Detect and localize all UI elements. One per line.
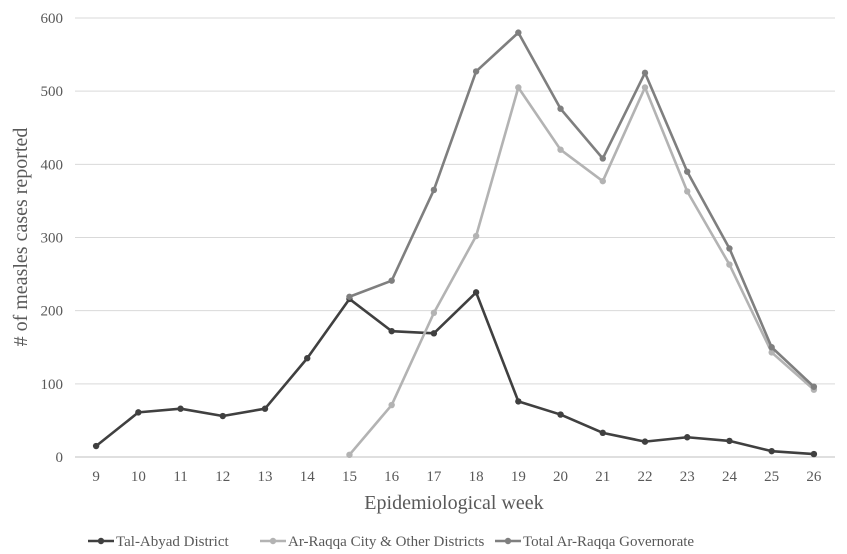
data-point [177,405,184,412]
legend-label: Total Ar-Raqqa Governorate [523,534,694,550]
data-point [472,232,480,240]
data-point [472,68,480,75]
data-point [684,434,691,441]
data-point [472,289,480,296]
x-tick-label: 13 [258,469,273,485]
x-tick-label: 20 [553,469,568,485]
data-point [641,438,649,445]
x-tick-label: 14 [300,469,316,485]
x-tick-label: 16 [384,469,400,485]
data-point [261,405,269,412]
data-point [219,412,226,420]
data-point [515,29,522,36]
data-point [557,146,564,153]
data-point [641,69,649,77]
y-tick-label: 300 [41,231,64,247]
x-tick-label: 10 [131,469,146,485]
x-tick-label: 23 [680,469,695,485]
x-tick-label: 11 [173,469,187,485]
legend-swatch-marker [504,537,512,545]
series-line [95,291,814,456]
data-point [515,398,522,405]
data-point [388,277,395,284]
x-tick-label: 9 [92,469,100,485]
legend-item: Ar-Raqqa City & Other Districts [260,534,484,550]
x-tick-label: 25 [764,469,779,485]
y-axis-ticks: 0 100 200 300 400 500 600 [41,11,64,466]
data-point [346,293,353,300]
data-point [599,429,606,437]
data-point [388,327,395,335]
data-point [557,411,564,418]
data-point [346,451,353,459]
gridlines [75,17,835,385]
data-point [641,84,649,91]
data-point [515,84,522,91]
series-line [348,31,815,388]
x-tick-label: 21 [595,469,610,485]
data-point [726,245,733,252]
data-point [684,168,691,175]
y-tick-label: 200 [41,304,64,320]
x-tick-label: 18 [469,469,484,485]
data-point [430,330,438,337]
y-tick-label: 500 [41,84,64,100]
legend-swatch-marker [97,537,105,545]
x-tick-label: 19 [511,469,526,485]
data-point [430,309,438,317]
data-point [92,442,100,450]
data-point [768,447,775,455]
series-1 [92,289,818,458]
data-point [726,261,733,268]
y-tick-label: 600 [41,11,64,27]
legend-item: Total Ar-Raqqa Governorate [495,534,694,550]
data-point [768,349,775,356]
y-tick-label: 400 [41,157,64,173]
data-point [599,155,606,162]
x-tick-label: 22 [638,469,653,485]
series-layer [92,29,818,459]
x-tick-label: 17 [426,469,442,485]
y-tick-label: 0 [56,450,64,466]
data-point [810,383,818,390]
x-tick-label: 24 [722,469,738,485]
series-2 [346,84,818,459]
data-point [768,344,775,351]
legend-swatch-marker [269,537,277,545]
data-point [557,105,564,112]
data-point [810,450,818,458]
data-point [304,355,311,362]
y-tick-label: 100 [41,377,64,393]
legend: Tal-Abyad District Ar-Raqqa City & Other … [88,534,694,550]
data-point [388,401,395,409]
data-point [726,437,733,445]
x-tick-label: 26 [806,469,822,485]
data-point [684,188,691,195]
legend-item: Tal-Abyad District [88,534,230,550]
legend-label: Ar-Raqqa City & Other Districts [288,534,484,550]
x-tick-label: 15 [342,469,357,485]
x-axis-ticks: 9 10 11 12 13 14 15 16 17 18 19 20 21 22 23 24 25 26 [92,469,822,485]
data-point [135,409,142,416]
legend-label: Tal-Abyad District [116,534,230,550]
x-tick-label: 12 [215,469,230,485]
y-axis-title: # of measles cases reported [10,128,32,347]
series-3 [346,29,818,390]
data-point [430,186,438,194]
series-line [348,86,815,456]
x-axis-title: Epidemiological week [364,492,543,514]
data-point [599,177,606,185]
